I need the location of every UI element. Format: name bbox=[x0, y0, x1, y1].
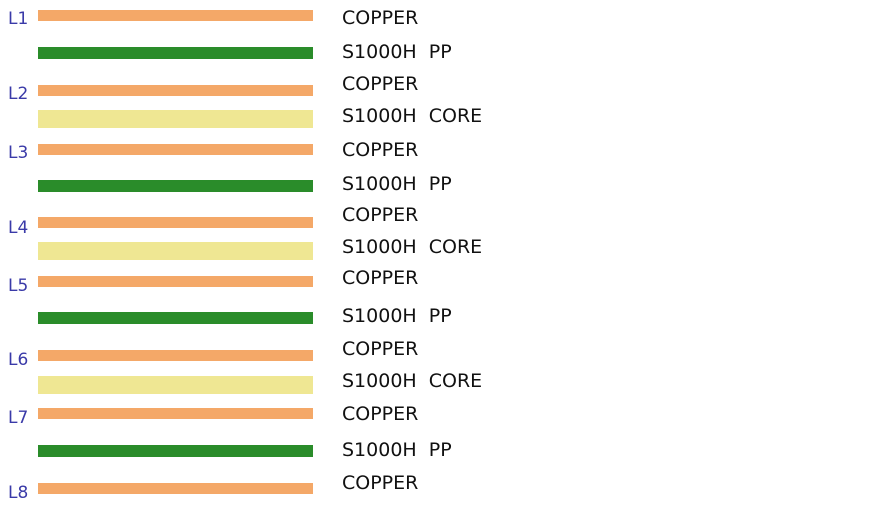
material-label: S1000H PP bbox=[342, 305, 452, 327]
material-label: S1000H CORE bbox=[342, 370, 483, 392]
core-bar bbox=[38, 242, 313, 260]
prepreg-bar bbox=[38, 47, 313, 59]
layer-label: L8 bbox=[8, 483, 29, 503]
layer-label: L4 bbox=[8, 218, 29, 238]
material-label: COPPER bbox=[342, 73, 419, 95]
material-label: S1000H CORE bbox=[342, 236, 483, 258]
material-label: COPPER bbox=[342, 139, 419, 161]
copper-bar bbox=[38, 408, 313, 419]
core-bar bbox=[38, 110, 313, 128]
copper-bar bbox=[38, 276, 313, 287]
layer-label: L3 bbox=[8, 143, 29, 163]
material-label: S1000H PP bbox=[342, 41, 452, 63]
core-bar bbox=[38, 376, 313, 394]
material-label: S1000H PP bbox=[342, 173, 452, 195]
layer-label: L7 bbox=[8, 408, 29, 428]
copper-bar bbox=[38, 217, 313, 228]
material-label: COPPER bbox=[342, 338, 419, 360]
copper-bar bbox=[38, 85, 313, 96]
prepreg-bar bbox=[38, 180, 313, 192]
material-label: S1000H CORE bbox=[342, 105, 483, 127]
layer-label: L6 bbox=[8, 350, 29, 370]
copper-bar bbox=[38, 350, 313, 361]
material-label: COPPER bbox=[342, 267, 419, 289]
material-label: COPPER bbox=[342, 472, 419, 494]
copper-bar bbox=[38, 144, 313, 155]
prepreg-bar bbox=[38, 445, 313, 457]
prepreg-bar bbox=[38, 312, 313, 324]
copper-bar bbox=[38, 10, 313, 21]
copper-bar bbox=[38, 483, 313, 494]
layer-label: L5 bbox=[8, 276, 29, 296]
layer-label: L2 bbox=[8, 84, 29, 104]
material-label: COPPER bbox=[342, 204, 419, 226]
material-label: S1000H PP bbox=[342, 439, 452, 461]
layer-label: L1 bbox=[8, 9, 29, 29]
material-label: COPPER bbox=[342, 7, 419, 29]
material-label: COPPER bbox=[342, 403, 419, 425]
